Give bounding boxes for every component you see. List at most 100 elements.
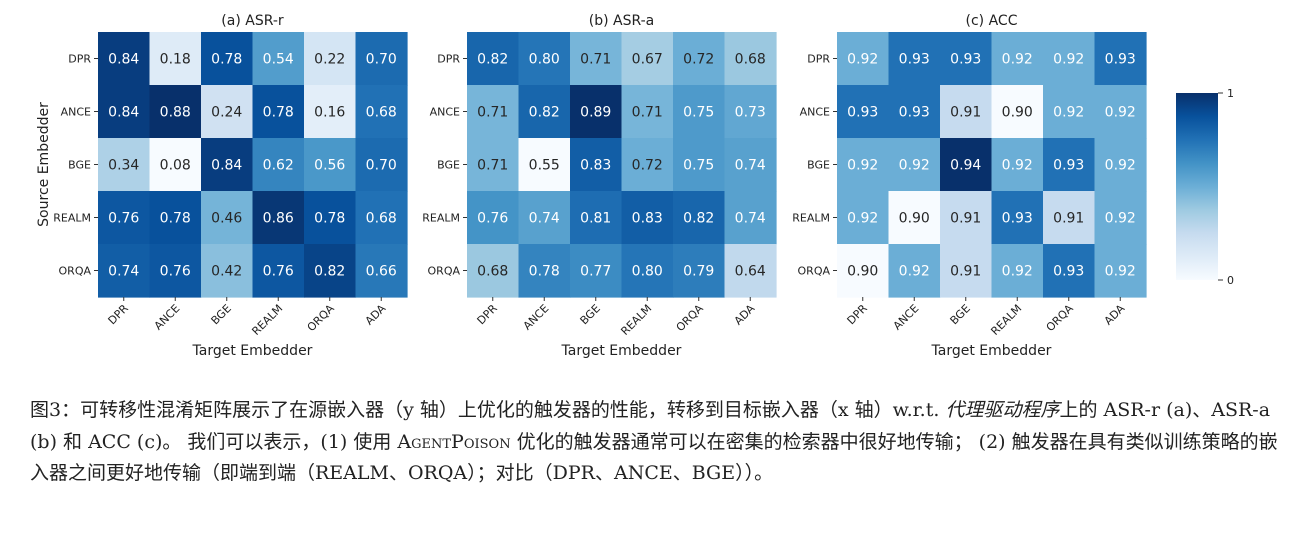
x-tick-label: REALM	[618, 302, 654, 338]
x-tick-label: ORQA	[674, 302, 706, 334]
cell-value-label: 0.78	[160, 211, 191, 227]
heatmap-cell	[1094, 191, 1147, 245]
cell-value-label: 0.91	[950, 264, 981, 280]
cell-value-label: 0.92	[1002, 52, 1033, 68]
cell-value-label: 0.66	[366, 264, 397, 280]
cell-value-label: 0.74	[735, 158, 766, 174]
cell-value-label: 0.92	[899, 158, 930, 174]
heatmap-cell	[1094, 244, 1147, 298]
cell-value-label: 0.76	[108, 211, 139, 227]
cell-value-label: 0.88	[160, 105, 191, 121]
heatmap-cell	[252, 244, 305, 298]
y-tick-label: ORQA	[428, 265, 461, 278]
y-tick-label: ANCE	[430, 106, 460, 119]
cell-value-label: 0.16	[314, 105, 345, 121]
cell-value-label: 0.08	[160, 158, 191, 174]
caption-text-3: 优化的触发器通常可以在密集的检索器中很好地传输； (2) 触发器在具有类似训练策…	[30, 430, 1278, 485]
heatmap-cell	[940, 138, 993, 192]
heatmap-cell	[1094, 138, 1147, 192]
heatmap-cell	[673, 244, 726, 298]
heatmap-cell	[837, 32, 890, 86]
heatmap-cell	[991, 85, 1044, 139]
heatmap-cell	[1094, 32, 1147, 86]
heatmap-cell	[940, 244, 993, 298]
colorbar-min-label: 0	[1227, 274, 1234, 287]
cell-value-label: 0.93	[950, 52, 981, 68]
cell-value-label: 0.64	[735, 264, 766, 280]
heatmap-cell	[467, 244, 520, 298]
caption-text-1: 可转移性混淆矩阵展示了在源嵌入器（y 轴）上优化的触发器的性能，转移到目标嵌入器…	[80, 399, 946, 421]
heatmap-cell	[570, 32, 623, 86]
heatmap-cell	[888, 138, 941, 192]
caption-emphasis: 代理驱动程序	[945, 399, 1060, 421]
cell-value-label: 0.91	[1053, 211, 1084, 227]
y-tick-label: ANCE	[61, 106, 91, 119]
heatmap-cell	[837, 138, 890, 192]
heatmap-cell	[467, 191, 520, 245]
x-axis-label: Target Embedder	[561, 343, 682, 359]
cell-value-label: 0.90	[847, 264, 878, 280]
cell-value-label: 0.75	[683, 105, 714, 121]
y-tick-label: BGE	[437, 159, 460, 172]
heatmap-cell	[149, 138, 202, 192]
cell-value-label: 0.92	[1105, 158, 1136, 174]
cell-value-label: 0.71	[477, 158, 508, 174]
y-tick-label: REALM	[422, 212, 460, 225]
panel-title: (c) ACC	[966, 13, 1018, 29]
cell-value-label: 0.73	[735, 105, 766, 121]
x-tick-label: ANCE	[891, 302, 922, 333]
cell-value-label: 0.68	[366, 211, 397, 227]
caption-label: 图3：	[30, 399, 81, 421]
cell-value-label: 0.34	[108, 158, 139, 174]
cell-value-label: 0.83	[580, 158, 611, 174]
cell-value-label: 0.92	[847, 211, 878, 227]
heatmap-cell	[467, 138, 520, 192]
heatmap-cell	[304, 244, 357, 298]
heatmap-cell	[837, 85, 890, 139]
heatmap-cell	[621, 85, 674, 139]
heatmap-cell	[621, 32, 674, 86]
x-tick-label: REALM	[988, 302, 1024, 338]
cell-value-label: 0.76	[263, 264, 294, 280]
heatmap-cell	[991, 32, 1044, 86]
cell-value-label: 0.91	[950, 105, 981, 121]
cell-value-label: 0.94	[950, 158, 981, 174]
cell-value-label: 0.92	[1053, 52, 1084, 68]
cell-value-label: 0.93	[1105, 52, 1136, 68]
heatmap-cell	[837, 191, 890, 245]
heatmap-cell	[98, 191, 151, 245]
heatmap-cell	[940, 32, 993, 86]
caption-agentpoison: AgentPoison	[397, 430, 511, 453]
x-axis-label: Target Embedder	[192, 343, 313, 359]
cell-value-label: 0.84	[108, 52, 139, 68]
heatmap-cell	[1094, 85, 1147, 139]
heatmap-cell	[724, 191, 777, 245]
heatmap-cell	[149, 32, 202, 86]
cell-value-label: 0.72	[632, 158, 663, 174]
heatmap-figure: (a) ASR-r 0.84 0.18 0.78 0.54 0.22 0.70 0.84 0.8…	[36, 13, 1234, 359]
panel-title: (b) ASR-a	[589, 13, 655, 29]
x-tick-label: ADA	[732, 302, 758, 328]
heatmap-cell	[570, 244, 623, 298]
cell-value-label: 0.92	[1053, 105, 1084, 121]
heatmap-cell	[252, 191, 305, 245]
heatmap-cell	[518, 244, 571, 298]
y-tick-label: ANCE	[800, 106, 830, 119]
heatmap-cell	[201, 244, 254, 298]
cell-value-label: 0.81	[580, 211, 611, 227]
y-tick-label: DPR	[68, 53, 91, 66]
caption-text-2: 上的 ASR-r (a)、ASR-a (b) 和 ACC (c)。 我们可以表示…	[30, 399, 1271, 453]
heatmap-cell	[991, 191, 1044, 245]
heatmap-cell	[252, 85, 305, 139]
y-tick-label: BGE	[68, 159, 91, 172]
heatmap-panel-3: (c) ACC 0.92 0.93 0.93 0.92 0.92 0.93 0.93 0.93 0…	[792, 13, 1147, 359]
heatmap-cell	[621, 191, 674, 245]
cell-value-label: 0.80	[529, 52, 560, 68]
figure-caption: 图3：可转移性混淆矩阵展示了在源嵌入器（y 轴）上优化的触发器的性能，转移到目标…	[30, 395, 1285, 490]
heatmap-cell	[724, 244, 777, 298]
heatmap-cell	[673, 138, 726, 192]
heatmap-cell	[1043, 244, 1096, 298]
heatmap-cell	[149, 85, 202, 139]
heatmap-cell	[570, 85, 623, 139]
heatmap-cell	[888, 32, 941, 86]
